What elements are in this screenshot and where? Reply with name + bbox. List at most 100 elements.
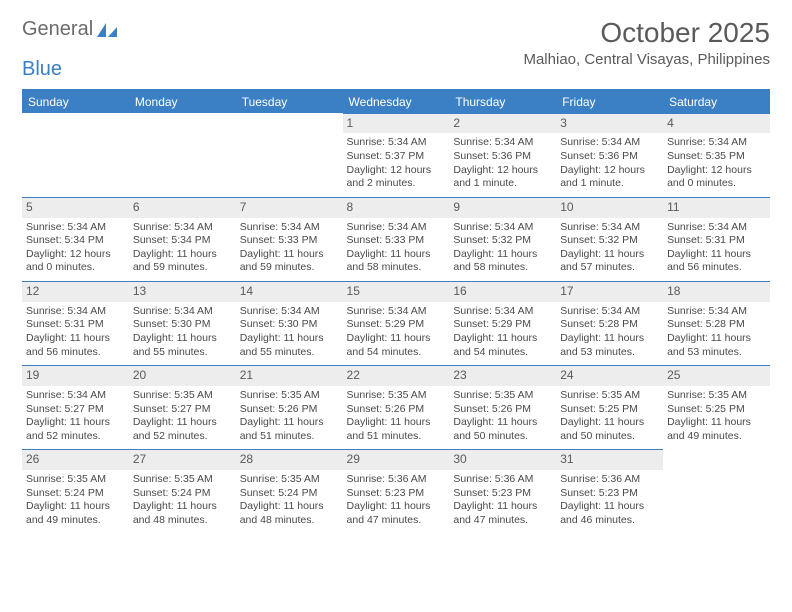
sunset-text: Sunset: 5:28 PM (560, 318, 659, 332)
day-number: 6 (129, 198, 236, 218)
sunset-text: Sunset: 5:26 PM (347, 403, 446, 417)
calendar-body: 1Sunrise: 5:34 AMSunset: 5:37 PMDaylight… (22, 113, 770, 533)
daylight-text: Daylight: 11 hours and 58 minutes. (347, 248, 446, 275)
calendar-day-cell: 10Sunrise: 5:34 AMSunset: 5:32 PMDayligh… (556, 197, 663, 281)
day-number: 31 (556, 450, 663, 470)
calendar-day-cell: 17 Sunrise: 5:34 AMSunset: 5:28 PMDayligh… (556, 282, 663, 366)
sunrise-text: Sunrise: 5:35 AM (133, 389, 232, 403)
daylight-text: Daylight: 11 hours and 57 minutes. (560, 248, 659, 275)
calendar-day-cell: 6 Sunrise: 5:34 AMSunset: 5:34 PMDaylight… (129, 197, 236, 281)
day-number: 15 (343, 282, 450, 302)
calendar-day-cell: 21 Sunrise: 5:35 AMSunset: 5:26 PMDayligh… (236, 366, 343, 450)
calendar-day-cell: 1Sunrise: 5:34 AMSunset: 5:37 PMDaylight… (343, 113, 450, 197)
calendar-day-cell: 11Sunrise: 5:34 AMSunset: 5:31 PMDayligh… (663, 197, 770, 281)
calendar-day-cell: 24Sunrise: 5:35 AMSunset: 5:25 PMDayligh… (556, 366, 663, 450)
sunrise-text: Sunrise: 5:34 AM (667, 136, 766, 150)
calendar-day-cell (236, 113, 343, 197)
day-number: 23 (449, 366, 556, 386)
sunset-text: Sunset: 5:37 PM (347, 150, 446, 164)
day-number: 29 (343, 450, 450, 470)
calendar-day-cell: 27Sunrise: 5:35 AMSunset: 5:24 PMDayligh… (129, 450, 236, 534)
daylight-text: Daylight: 12 hours and 0 minutes. (26, 248, 125, 275)
sunset-text: Sunset: 5:31 PM (667, 234, 766, 248)
daylight-text: Daylight: 11 hours and 52 minutes. (26, 416, 125, 443)
daylight-text: Daylight: 11 hours and 52 minutes. (133, 416, 232, 443)
calendar-day-cell: 9Sunrise: 5:34 AMSunset: 5:32 PMDaylight… (449, 197, 556, 281)
day-number: 25 (663, 366, 770, 386)
daylight-text: Daylight: 11 hours and 55 minutes. (133, 332, 232, 359)
day-number: 18 (663, 282, 770, 302)
calendar-day-cell: 3Sunrise: 5:34 AMSunset: 5:36 PMDaylight… (556, 113, 663, 197)
daylight-text: Daylight: 11 hours and 49 minutes. (667, 416, 766, 443)
day-number: 20 (129, 366, 236, 386)
sunrise-text: Sunrise: 5:35 AM (560, 389, 659, 403)
sunrise-text: Sunrise: 5:34 AM (26, 221, 125, 235)
sunset-text: Sunset: 5:26 PM (240, 403, 339, 417)
calendar-week-row: 19Sunrise: 5:34 AMSunset: 5:27 PMDayligh… (22, 366, 770, 450)
daylight-text: Daylight: 11 hours and 51 minutes. (240, 416, 339, 443)
sunset-text: Sunset: 5:27 PM (133, 403, 232, 417)
day-number: 4 (663, 114, 770, 134)
sunrise-text: Sunrise: 5:35 AM (240, 473, 339, 487)
day-number: 24 (556, 366, 663, 386)
calendar-day-cell: 5Sunrise: 5:34 AMSunset: 5:34 PMDaylight… (22, 197, 129, 281)
sunset-text: Sunset: 5:29 PM (453, 318, 552, 332)
sunset-text: Sunset: 5:31 PM (26, 318, 125, 332)
calendar-day-cell (663, 450, 770, 534)
sunrise-text: Sunrise: 5:36 AM (453, 473, 552, 487)
calendar-week-row: 1Sunrise: 5:34 AMSunset: 5:37 PMDaylight… (22, 113, 770, 197)
sunrise-text: Sunrise: 5:34 AM (240, 221, 339, 235)
sunset-text: Sunset: 5:34 PM (133, 234, 232, 248)
calendar-day-cell: 26Sunrise: 5:35 AMSunset: 5:24 PMDayligh… (22, 450, 129, 534)
day-number: 9 (449, 198, 556, 218)
weekday-header: Tuesday (236, 90, 343, 114)
calendar-day-cell: 2Sunrise: 5:34 AMSunset: 5:36 PMDaylight… (449, 113, 556, 197)
sunset-text: Sunset: 5:30 PM (240, 318, 339, 332)
day-number: 8 (343, 198, 450, 218)
sunrise-text: Sunrise: 5:35 AM (453, 389, 552, 403)
calendar-day-cell: 29Sunrise: 5:36 AMSunset: 5:23 PMDayligh… (343, 450, 450, 534)
calendar-day-cell: 25Sunrise: 5:35 AMSunset: 5:25 PMDayligh… (663, 366, 770, 450)
day-number: 21 (236, 366, 343, 386)
daylight-text: Daylight: 11 hours and 55 minutes. (240, 332, 339, 359)
calendar-day-cell: 30Sunrise: 5:36 AMSunset: 5:23 PMDayligh… (449, 450, 556, 534)
sunset-text: Sunset: 5:26 PM (453, 403, 552, 417)
sunrise-text: Sunrise: 5:34 AM (240, 305, 339, 319)
sunset-text: Sunset: 5:24 PM (133, 487, 232, 501)
sunrise-text: Sunrise: 5:34 AM (453, 221, 552, 235)
sunset-text: Sunset: 5:36 PM (560, 150, 659, 164)
daylight-text: Daylight: 11 hours and 48 minutes. (240, 500, 339, 527)
calendar-day-cell: 14 Sunrise: 5:34 AMSunset: 5:30 PMDayligh… (236, 282, 343, 366)
sunrise-text: Sunrise: 5:34 AM (560, 305, 659, 319)
month-title: October 2025 (523, 18, 770, 49)
calendar-table: SundayMondayTuesdayWednesdayThursdayFrid… (22, 89, 770, 534)
daylight-text: Daylight: 11 hours and 53 minutes. (667, 332, 766, 359)
sunrise-text: Sunrise: 5:34 AM (667, 305, 766, 319)
sunrise-text: Sunrise: 5:35 AM (347, 389, 446, 403)
calendar-day-cell: 19Sunrise: 5:34 AMSunset: 5:27 PMDayligh… (22, 366, 129, 450)
day-number: 12 (22, 282, 129, 302)
sunrise-text: Sunrise: 5:34 AM (667, 221, 766, 235)
sunrise-text: Sunrise: 5:35 AM (240, 389, 339, 403)
day-number: 17 (556, 282, 663, 302)
weekday-header: Sunday (22, 90, 129, 114)
sunset-text: Sunset: 5:29 PM (347, 318, 446, 332)
sunrise-text: Sunrise: 5:34 AM (133, 305, 232, 319)
location-text: Malhiao, Central Visayas, Philippines (523, 51, 770, 68)
calendar-day-cell: 28Sunrise: 5:35 AMSunset: 5:24 PMDayligh… (236, 450, 343, 534)
daylight-text: Daylight: 11 hours and 59 minutes. (133, 248, 232, 275)
sunrise-text: Sunrise: 5:36 AM (347, 473, 446, 487)
calendar-day-cell: 20 Sunrise: 5:35 AMSunset: 5:27 PMDayligh… (129, 366, 236, 450)
daylight-text: Daylight: 11 hours and 54 minutes. (453, 332, 552, 359)
title-block: October 2025 Malhiao, Central Visayas, P… (523, 18, 770, 68)
calendar-day-cell: 15Sunrise: 5:34 AMSunset: 5:29 PMDayligh… (343, 282, 450, 366)
sunrise-text: Sunrise: 5:35 AM (26, 473, 125, 487)
sunrise-text: Sunrise: 5:34 AM (26, 305, 125, 319)
day-number: 14 (236, 282, 343, 302)
day-number: 7 (236, 198, 343, 218)
daylight-text: Daylight: 11 hours and 53 minutes. (560, 332, 659, 359)
sunrise-text: Sunrise: 5:34 AM (133, 221, 232, 235)
logo-sail-icon (96, 21, 118, 39)
sunset-text: Sunset: 5:32 PM (560, 234, 659, 248)
day-number: 28 (236, 450, 343, 470)
